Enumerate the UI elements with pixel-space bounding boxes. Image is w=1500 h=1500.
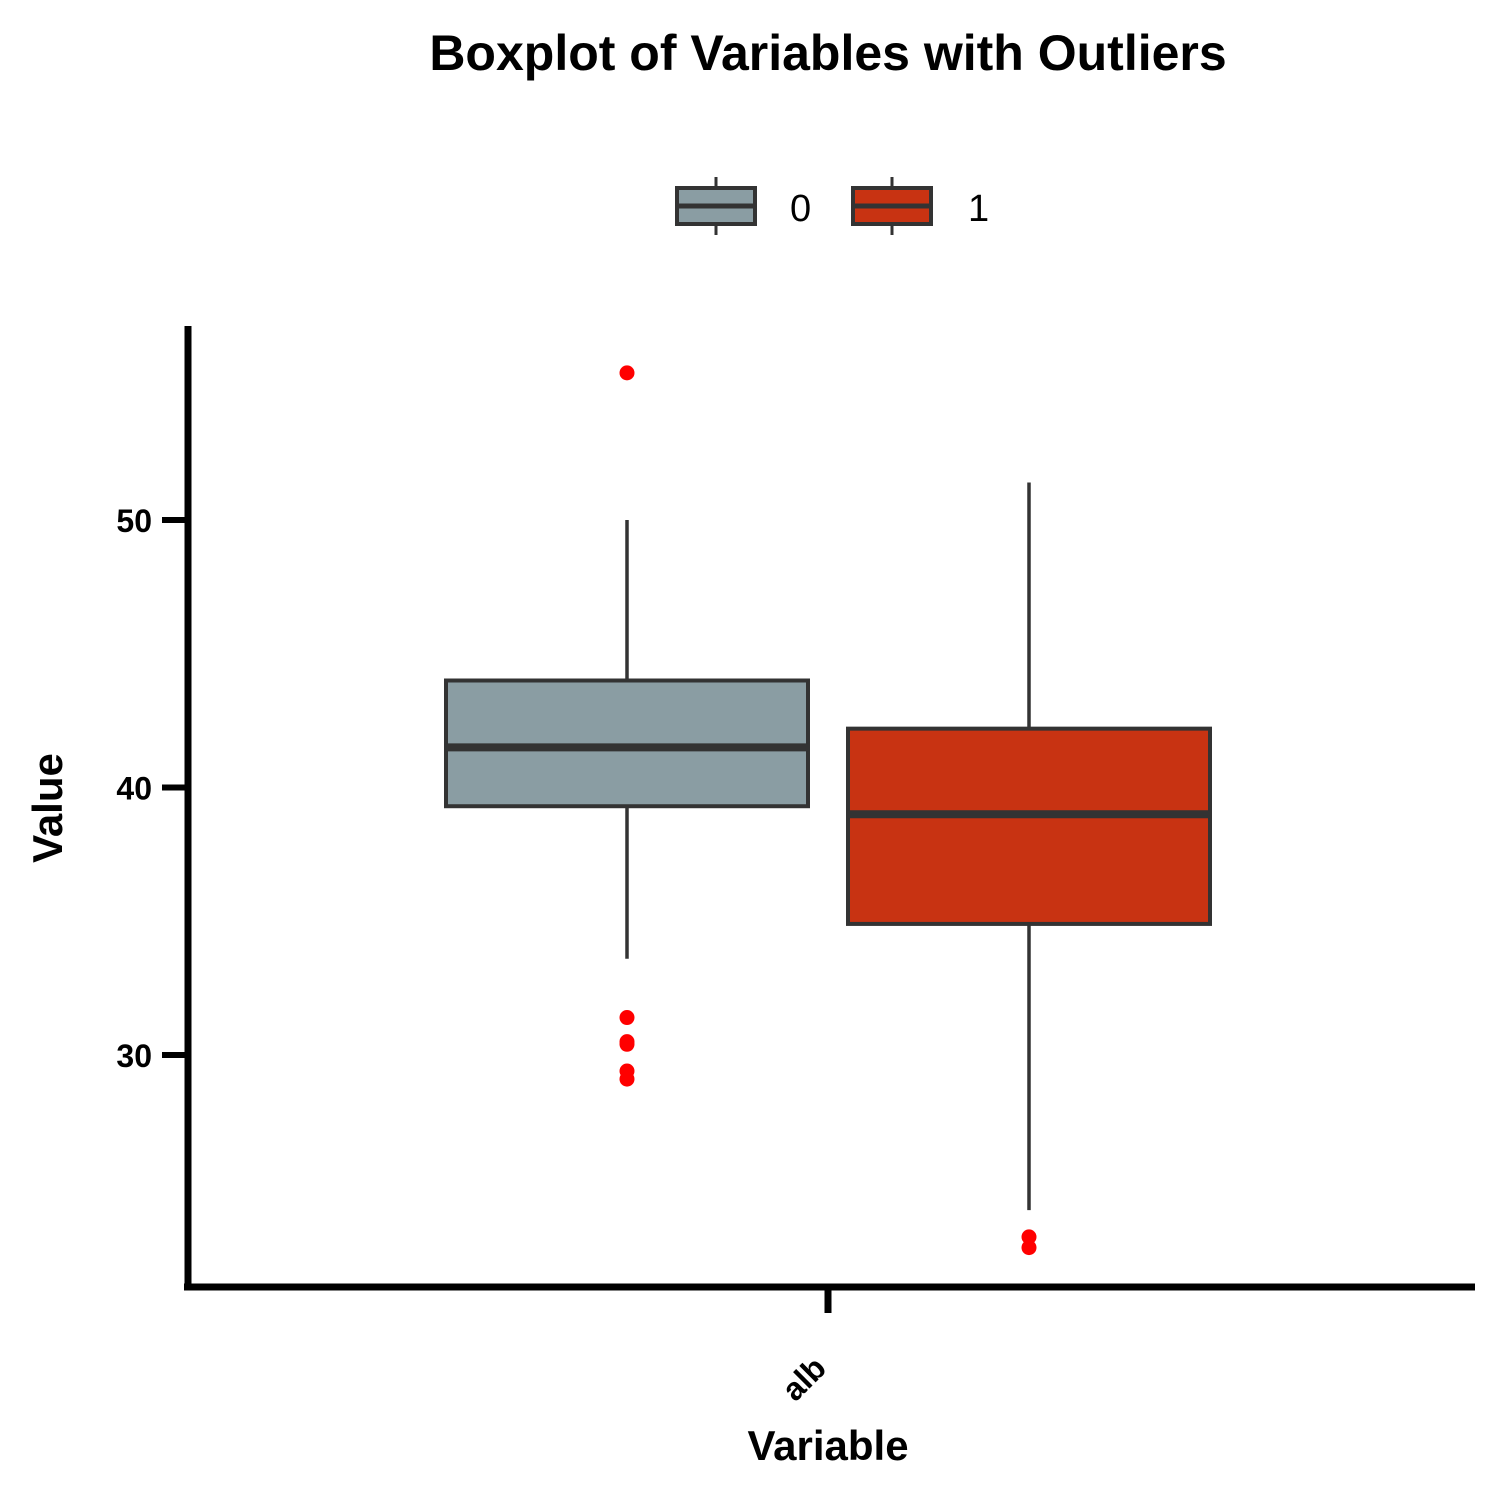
outlier-point bbox=[1021, 1229, 1037, 1245]
x-ticks: alb bbox=[775, 1287, 833, 1408]
y-ticks: 30 40 50 bbox=[116, 503, 188, 1074]
axes bbox=[184, 326, 1475, 1291]
legend-item-0: 0 bbox=[675, 177, 811, 235]
iqr-box bbox=[846, 726, 1212, 926]
outlier-point bbox=[619, 1071, 635, 1087]
x-axis-title: Variable bbox=[747, 1422, 908, 1469]
chart-title: Boxplot of Variables with Outliers bbox=[429, 25, 1226, 81]
outlier-point bbox=[619, 1036, 635, 1052]
box-series-0-alb bbox=[444, 365, 810, 1087]
iqr-box bbox=[444, 678, 810, 809]
legend-label-1: 1 bbox=[968, 188, 989, 230]
outlier-point bbox=[1021, 1240, 1037, 1256]
box-series-1-alb bbox=[846, 482, 1212, 1256]
outlier-point bbox=[619, 365, 635, 381]
x-tick-label-alb: alb bbox=[775, 1349, 833, 1407]
y-axis-title: Value bbox=[24, 753, 71, 863]
y-tick-label-50: 50 bbox=[116, 503, 152, 539]
plot-area bbox=[444, 365, 1212, 1256]
y-tick-label-30: 30 bbox=[116, 1038, 152, 1074]
legend-label-0: 0 bbox=[790, 188, 811, 230]
y-tick-label-40: 40 bbox=[116, 771, 152, 807]
legend-item-1: 1 bbox=[851, 177, 989, 235]
outlier-point bbox=[619, 1010, 635, 1026]
